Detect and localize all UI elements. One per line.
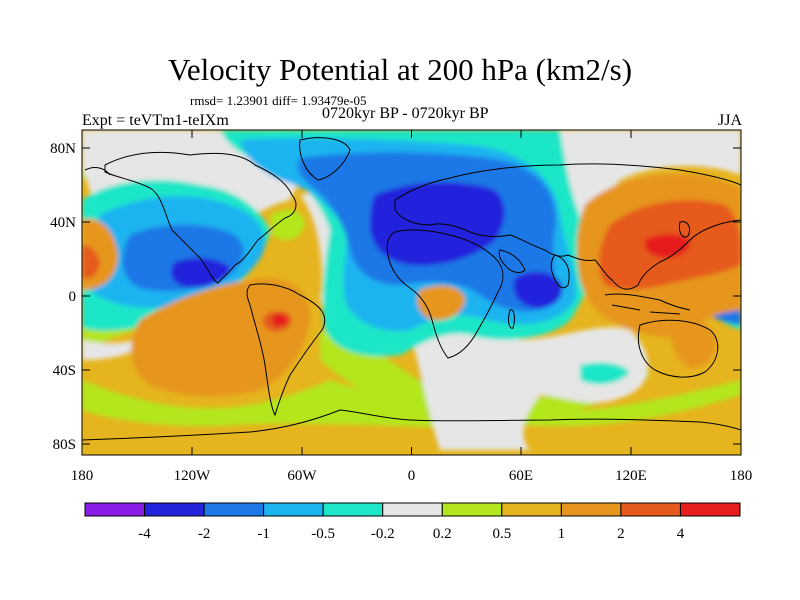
latitude-axis: 80N 40N 0 40S 80S [50, 141, 741, 453]
colorbar-swatch-c_05_1 [501, 502, 562, 517]
colorbar-swatch-c_m2_m1 [203, 502, 265, 517]
lon-label: 120W [174, 468, 212, 484]
lon-label: 60W [287, 468, 317, 484]
contour-fill-minus4-minus2 [513, 271, 563, 309]
contour-fill-gt-4 [272, 313, 288, 327]
coastline-japan [679, 221, 691, 238]
lon-label: 0 [408, 468, 416, 484]
coastline-south-america [246, 283, 326, 417]
coastline-alaska [84, 167, 111, 176]
contour-fill-minus0.5-minus0.2 [580, 362, 630, 385]
rmsd-diff-stats: rmsd= 1.23901 diff= 1.93479e-05 [190, 93, 367, 108]
colorbar-swatch-c_m1_m05 [263, 502, 324, 517]
lon-label: 120E [615, 468, 647, 484]
plot-title: Velocity Potential at 200 hPa (km2/s) [167, 52, 633, 87]
contour-fill-0.2-0.5 [82, 380, 741, 428]
lat-label: 40N [50, 215, 76, 231]
colorbar-label: -0.2 [371, 526, 395, 542]
coastline-greenland [299, 137, 351, 181]
colorbar-label: 1 [558, 526, 566, 542]
colorbar-swatch-c_m02_02 [382, 502, 443, 517]
coastline-africa [386, 229, 504, 359]
colorbar-swatch-c_2_4 [620, 502, 681, 517]
colorbar-label: -1 [257, 526, 270, 542]
colorbar-label: 4 [677, 526, 685, 542]
coastline-arabia [498, 249, 526, 273]
colorbar: -4 -2 -1 -0.5 -0.2 0.2 0.5 1 2 4 [84, 502, 741, 542]
lat-label: 80N [50, 141, 76, 157]
colorbar-swatch-c_lt_m4 [84, 502, 146, 517]
coastline-indonesia [604, 293, 691, 315]
coastline-eurasia [394, 163, 741, 290]
coastline-north-america [104, 151, 297, 284]
coastline-madagascar [508, 309, 515, 329]
lon-label: 60E [509, 468, 533, 484]
lat-label: 40S [53, 363, 76, 379]
contour-field [82, 130, 741, 455]
contour-fill-minus0.2-0.2 [410, 325, 649, 450]
colorbar-swatch-c_gt_4 [679, 502, 741, 517]
lat-label: 0 [69, 289, 77, 305]
colorbar-label: 2 [617, 526, 625, 542]
coastlines [82, 137, 741, 441]
colorbar-swatch-c_02_05 [441, 502, 503, 517]
contour-fill-gt-4 [644, 234, 691, 258]
season-label: JJA [717, 112, 742, 129]
colorbar-label: -0.5 [311, 526, 335, 542]
colorbar-swatch-c_1_2 [560, 502, 622, 517]
colorbar-label: -2 [198, 526, 211, 542]
coastline-antarctica [82, 409, 741, 441]
colorbar-label: 0.5 [492, 526, 511, 542]
longitude-axis: 180 120W 60W 0 60E 120E 180 [71, 130, 753, 484]
colorbar-label: -4 [138, 526, 151, 542]
lon-label: 180 [71, 468, 94, 484]
contour-fill-2-4 [82, 245, 100, 279]
colorbar-swatch-c_m4_m2 [144, 502, 205, 517]
colorbar-label: 0.2 [433, 526, 452, 542]
contour-fill-minus0.2-0.2 [540, 130, 741, 255]
experiment-label: Expt = teVTm1-teIXm [82, 112, 229, 129]
colorbar-swatch-c_m05_m02 [322, 502, 384, 517]
period-label: 0720kyr BP - 0720kyr BP [322, 105, 489, 122]
coastline-india [550, 254, 570, 289]
lon-label: 180 [730, 468, 753, 484]
contour-fill-0.2-0.5 [270, 209, 305, 241]
contour-fill-0.2-0.5 [320, 330, 650, 425]
lat-label: 80S [53, 437, 76, 453]
contour-fill-1-2 [670, 318, 716, 369]
coastline-australia [637, 319, 719, 378]
